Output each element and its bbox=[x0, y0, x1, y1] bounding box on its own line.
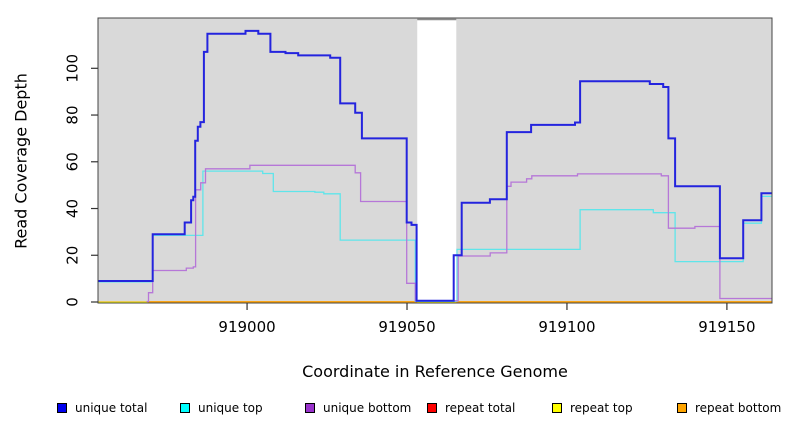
masked-repeat-region bbox=[417, 20, 457, 302]
series-unique-total-line bbox=[98, 29, 772, 302]
y-tick-label: 40 bbox=[64, 199, 82, 218]
series-unique-bottom-line bbox=[146, 164, 772, 303]
y-tick-label: 80 bbox=[64, 105, 82, 124]
series-unique-top-line bbox=[98, 170, 772, 302]
y-tick-label: 60 bbox=[64, 152, 82, 171]
y-tick-label: 20 bbox=[64, 246, 82, 265]
y-axis-title: Read Coverage Depth bbox=[11, 73, 31, 249]
x-tick-label: 919050 bbox=[378, 318, 435, 336]
x-tick-label: 919150 bbox=[698, 318, 755, 336]
x-tick-label: 919000 bbox=[218, 318, 275, 336]
y-tick-label: 0 bbox=[64, 297, 82, 307]
plot-border bbox=[97, 17, 773, 304]
x-axis-title: Coordinate in Reference Genome bbox=[302, 362, 568, 381]
y-tick-label: 100 bbox=[64, 54, 82, 83]
x-tick-label: 919100 bbox=[538, 318, 595, 336]
